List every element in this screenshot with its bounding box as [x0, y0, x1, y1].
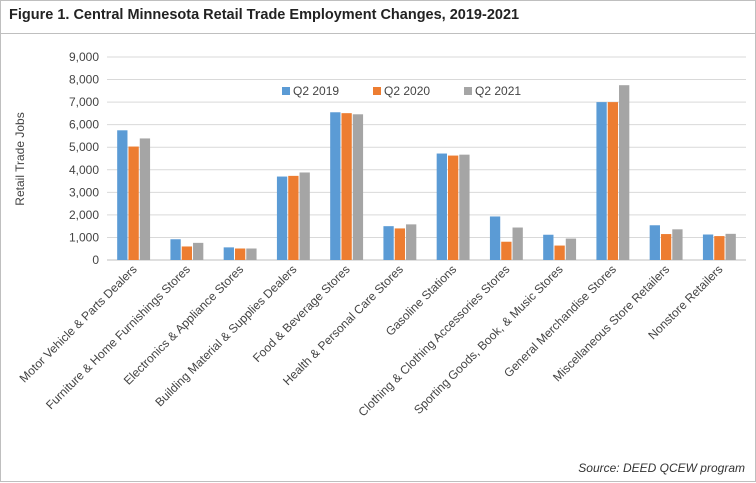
legend-label: Q2 2020 — [384, 84, 430, 98]
bar-q2-2021 — [459, 154, 470, 260]
legend-label: Q2 2021 — [475, 84, 521, 98]
bar-q2-2019 — [330, 112, 341, 260]
bar-q2-2019 — [170, 239, 181, 260]
legend-swatch — [464, 87, 472, 95]
bar-q2-2020 — [501, 241, 512, 260]
legend: Q2 2019 Q2 2020 Q2 2021 — [282, 84, 521, 98]
legend-swatch — [282, 87, 290, 95]
bar-q2-2021 — [406, 224, 417, 260]
bar-q2-2020 — [288, 175, 299, 260]
bar-q2-2021 — [139, 138, 151, 260]
bar-q2-2020 — [714, 236, 725, 260]
x-tick-label: General Merchandise Stores — [501, 262, 619, 380]
bar-q2-2021 — [299, 172, 310, 260]
bar-q2-2020 — [181, 246, 193, 260]
y-tick-label: 3,000 — [69, 185, 99, 199]
bar-q2-2020 — [447, 155, 459, 260]
y-tick-label: 0 — [92, 253, 99, 267]
y-tick-label: 5,000 — [69, 140, 99, 154]
bar-q2-2021 — [352, 114, 364, 261]
y-tick-label: 6,000 — [69, 118, 99, 132]
gridlines — [107, 56, 746, 261]
bar-q2-2019 — [649, 225, 660, 260]
bar-q2-2021 — [512, 227, 523, 260]
source-note: Source: DEED QCEW program — [578, 461, 745, 475]
y-tick-label: 9,000 — [69, 50, 99, 64]
bar-q2-2021 — [193, 242, 204, 260]
y-axis-label: Retail Trade Jobs — [13, 112, 27, 205]
bar-q2-2020 — [234, 248, 246, 260]
bar-q2-2020 — [554, 245, 565, 260]
legend-swatch — [373, 87, 381, 95]
chart-title: Figure 1. Central Minnesota Retail Trade… — [1, 1, 756, 34]
y-tick-label: 1,000 — [69, 230, 99, 244]
y-axis-ticks: 0 1,000 2,000 3,000 4,000 5,000 6,000 7,000 8,00… — [69, 50, 99, 267]
bar-q2-2020 — [660, 234, 672, 260]
bar-q2-2019 — [223, 247, 234, 260]
bar-q2-2020 — [394, 228, 406, 260]
bar-q2-2019 — [543, 234, 554, 260]
bar-q2-2019 — [489, 216, 501, 260]
bar-q2-2021 — [725, 233, 736, 260]
bar-q2-2020 — [128, 146, 139, 260]
bar-q2-2019 — [276, 176, 288, 260]
bar-q2-2019 — [702, 234, 714, 260]
bar-q2-2019 — [117, 130, 128, 260]
y-tick-label: 4,000 — [69, 163, 99, 177]
bar-q2-2019 — [596, 102, 607, 260]
y-tick-label: 7,000 — [69, 95, 99, 109]
y-tick-label: 8,000 — [69, 73, 99, 87]
bar-q2-2021 — [565, 238, 577, 260]
legend-label: Q2 2019 — [293, 84, 339, 98]
bar-q2-2020 — [341, 113, 352, 260]
bars — [117, 85, 736, 261]
bar-q2-2019 — [383, 226, 394, 260]
bar-q2-2019 — [436, 153, 447, 260]
bar-q2-2020 — [607, 102, 619, 260]
bar-q2-2021 — [672, 229, 683, 260]
x-tick-label: Food & Beverage Stores — [250, 262, 353, 365]
bar-q2-2021 — [246, 248, 257, 260]
bar-q2-2021 — [619, 85, 630, 260]
y-tick-label: 2,000 — [69, 208, 99, 222]
